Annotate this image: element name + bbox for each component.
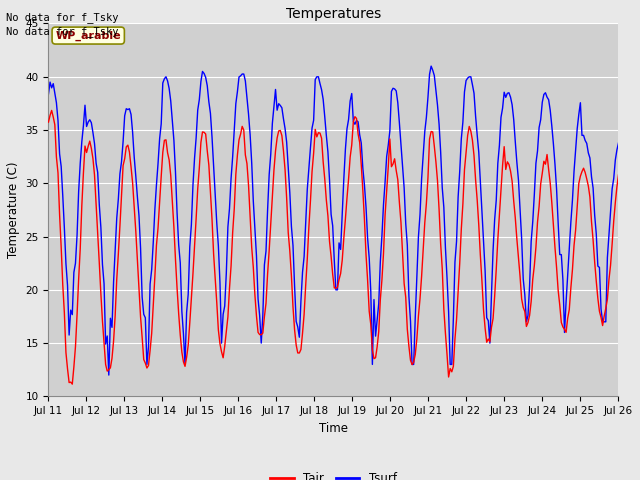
Legend: Tair, Tsurf: Tair, Tsurf [266, 468, 402, 480]
Y-axis label: Temperature (C): Temperature (C) [7, 162, 20, 258]
Text: No data for f_Tsky: No data for f_Tsky [6, 12, 119, 23]
Text: No data for f_Tsky: No data for f_Tsky [6, 26, 119, 37]
X-axis label: Time: Time [319, 421, 348, 435]
Title: Temperatures: Temperatures [286, 7, 381, 21]
Text: WP_arable: WP_arable [56, 30, 121, 41]
